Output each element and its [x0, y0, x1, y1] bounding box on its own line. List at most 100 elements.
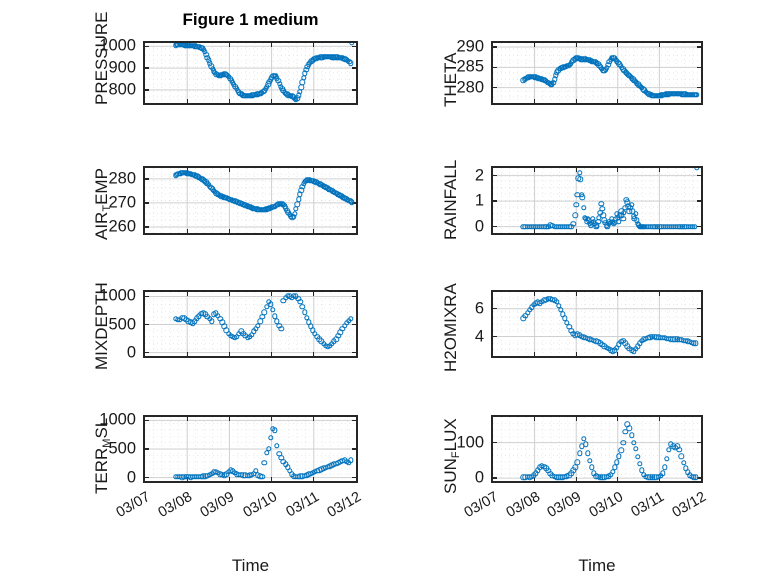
- data-point: [294, 201, 301, 207]
- series-air_temp: [145, 168, 356, 233]
- xtickmark: [533, 99, 536, 103]
- xtickmark: [313, 229, 315, 233]
- ytick-label: 1000: [99, 286, 136, 305]
- xtickmark: [228, 352, 231, 356]
- xtickmark: [270, 168, 273, 172]
- xtickmark: [617, 292, 619, 296]
- ytickmark: [697, 477, 701, 479]
- data-point: [297, 88, 303, 95]
- series-h2omixra: [493, 292, 701, 356]
- ytickmark: [145, 295, 149, 298]
- xtickmark: [228, 43, 231, 47]
- xtickmark: [617, 417, 619, 421]
- data-point: [676, 447, 683, 453]
- data-point: [620, 439, 626, 446]
- data-point: [570, 221, 576, 227]
- data-point: [616, 453, 622, 459]
- data-point: [678, 453, 685, 459]
- ytick-label: 0: [126, 468, 136, 487]
- ytick-label: 0: [474, 217, 484, 236]
- xtickmark: [313, 99, 315, 103]
- ytickmark: [145, 419, 149, 422]
- ytickmark: [352, 226, 356, 228]
- data-point: [693, 474, 699, 481]
- ytickmark: [493, 174, 497, 177]
- ytickmark: [697, 66, 701, 68]
- series-terr_msl: [145, 417, 356, 481]
- ytick-label: 2: [474, 166, 484, 185]
- axes-sun_flux: [491, 415, 703, 483]
- ytickmark: [352, 351, 356, 354]
- ytickmark: [352, 323, 356, 326]
- data-point: [265, 446, 272, 452]
- ytickmark: [145, 178, 149, 180]
- ytickmark: [352, 178, 356, 180]
- data-point: [295, 196, 302, 202]
- data-point: [576, 170, 583, 176]
- data-point: [628, 432, 635, 439]
- data-point: [585, 450, 591, 456]
- ytickmark: [493, 225, 497, 228]
- data-point: [261, 309, 268, 315]
- xtickmark: [533, 477, 536, 481]
- xtickmark: [533, 292, 536, 296]
- ytickmark: [697, 441, 701, 444]
- data-point: [299, 79, 306, 86]
- axes-h2omixra: [491, 290, 703, 358]
- grid-h2omixra: [493, 292, 701, 356]
- data-point: [600, 212, 606, 218]
- data-point: [620, 216, 626, 222]
- data-point: [632, 446, 639, 452]
- xtickmark: [313, 43, 315, 47]
- xtickmark: [186, 168, 188, 172]
- data-point: [693, 340, 699, 347]
- ylabel-terr_msl: TERRMSL: [92, 417, 113, 494]
- xtickmark: [617, 477, 619, 481]
- xtickmark: [228, 229, 231, 233]
- ytick-label: 1: [474, 191, 484, 210]
- data-point: [348, 457, 354, 464]
- ytickmark: [352, 295, 356, 298]
- ytickmark: [145, 323, 149, 326]
- data-point: [694, 168, 700, 171]
- data-point: [268, 434, 274, 441]
- xtickmark: [575, 352, 577, 356]
- xtickmark: [228, 292, 231, 296]
- ytick-label: 4: [474, 327, 484, 346]
- data-point: [261, 460, 268, 466]
- data-point: [208, 318, 215, 324]
- ytickmark: [145, 89, 149, 91]
- xtickmark: [186, 292, 188, 296]
- ytick-label: 500: [108, 439, 136, 458]
- data-point: [257, 318, 263, 324]
- ytick-label: 270: [108, 193, 136, 212]
- xtickmark: [270, 477, 273, 481]
- ytick-label: 280: [108, 169, 136, 188]
- xtickmark: [533, 168, 536, 172]
- data-point: [598, 200, 604, 207]
- data-point: [298, 84, 304, 90]
- series-sun_flux: [493, 417, 701, 481]
- ytickmark: [352, 67, 356, 69]
- ytickmark: [145, 448, 149, 450]
- xtickmark: [617, 352, 619, 356]
- data-point: [347, 60, 354, 66]
- data-point: [628, 202, 635, 208]
- xtickmark: [658, 168, 661, 172]
- ytickmark: [352, 419, 356, 422]
- xtickmark: [575, 477, 577, 481]
- data-point: [680, 459, 687, 466]
- data-point: [580, 204, 587, 211]
- ytickmark: [493, 46, 497, 48]
- xtickmark: [270, 417, 273, 421]
- data-point: [268, 301, 274, 308]
- data-point: [662, 464, 668, 471]
- ytickmark: [697, 174, 701, 177]
- figure-title: Figure 1 medium: [182, 10, 319, 29]
- data-point: [610, 469, 616, 475]
- data-point: [632, 211, 639, 217]
- data-point: [616, 218, 622, 225]
- xtickmark: [186, 417, 188, 421]
- data-point: [635, 454, 641, 460]
